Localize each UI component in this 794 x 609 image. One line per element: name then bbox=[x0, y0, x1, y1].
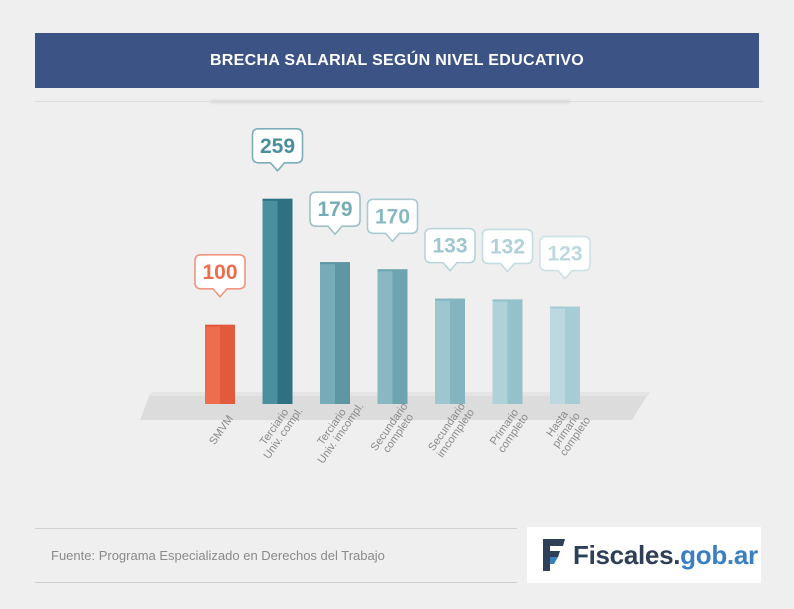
bar-face-right bbox=[220, 324, 235, 404]
bar-face-left bbox=[320, 262, 335, 404]
bar-face-left bbox=[435, 298, 450, 404]
bar bbox=[205, 324, 235, 404]
bar-face-left bbox=[492, 299, 508, 404]
title-bar: BRECHA SALARIAL SEGÚN NIVEL EDUCATIVO bbox=[35, 33, 759, 88]
data-label-callout bbox=[194, 253, 246, 298]
data-label-callout bbox=[251, 127, 304, 173]
bar bbox=[550, 306, 580, 404]
bar-top-edge bbox=[205, 324, 235, 327]
bar-face-right bbox=[565, 306, 580, 404]
source-text: Fuente: Programa Especializado en Derech… bbox=[51, 548, 385, 563]
fiscales-logo-icon bbox=[543, 539, 565, 571]
data-label: 123 bbox=[547, 243, 582, 266]
logo-main: Fiscales bbox=[573, 539, 674, 570]
divider bbox=[35, 101, 763, 102]
data-label: 133 bbox=[432, 235, 467, 258]
bar bbox=[492, 299, 523, 404]
bar bbox=[262, 198, 293, 404]
source-box: Fuente: Programa Especializado en Derech… bbox=[35, 528, 517, 583]
bar-face-right bbox=[450, 298, 465, 404]
data-label: 170 bbox=[375, 205, 410, 228]
bar-face-right bbox=[335, 262, 350, 404]
logo-text: Fiscales.gob.ar bbox=[573, 540, 758, 571]
data-label-callout bbox=[539, 235, 591, 280]
bar-top-edge bbox=[377, 269, 408, 272]
bar-face-left bbox=[262, 198, 278, 404]
bar-face-left bbox=[205, 324, 220, 404]
data-label-callout bbox=[366, 198, 419, 243]
logo-dot: . bbox=[673, 539, 681, 570]
bar-top-edge bbox=[492, 299, 523, 302]
bar-face-right bbox=[277, 198, 293, 404]
logo: Fiscales.gob.ar bbox=[527, 527, 761, 583]
bar-face-left bbox=[377, 269, 393, 404]
bar-face-right bbox=[392, 269, 408, 404]
bar-top-edge bbox=[550, 306, 580, 309]
bar bbox=[435, 298, 465, 404]
bar-face-right bbox=[507, 299, 523, 404]
data-label-callout bbox=[424, 227, 476, 272]
data-label-callout bbox=[309, 191, 361, 236]
data-label: 132 bbox=[490, 235, 525, 258]
bar-top-edge bbox=[320, 262, 350, 265]
bar bbox=[377, 269, 408, 404]
bar-top-edge bbox=[435, 298, 465, 301]
chart-title: BRECHA SALARIAL SEGÚN NIVEL EDUCATIVO bbox=[209, 51, 585, 69]
bar-face-left bbox=[550, 306, 565, 404]
data-label: 259 bbox=[260, 135, 295, 158]
bar-top-edge bbox=[262, 198, 293, 201]
logo-suffix: gob.ar bbox=[680, 539, 758, 570]
data-label: 100 bbox=[202, 261, 237, 284]
data-label-callout bbox=[481, 228, 534, 273]
bar bbox=[320, 262, 350, 404]
data-label: 179 bbox=[317, 198, 352, 221]
